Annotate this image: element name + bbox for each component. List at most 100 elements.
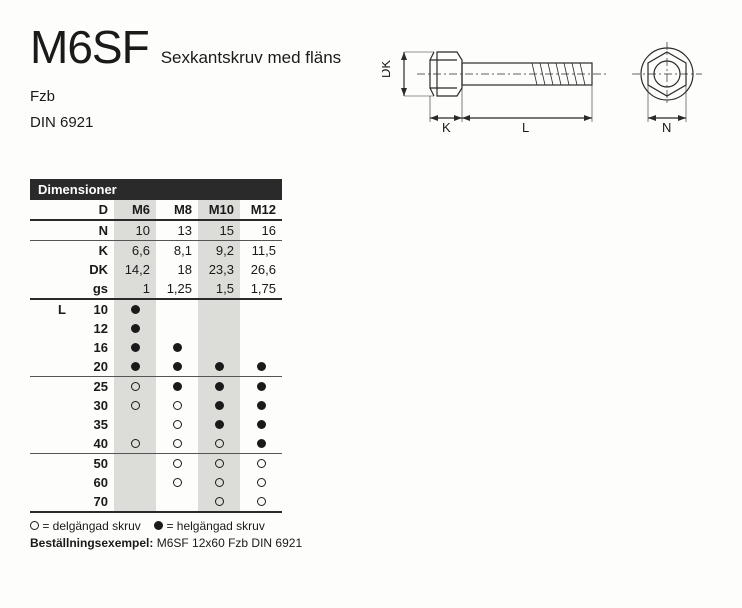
l-prefix — [30, 434, 72, 454]
legend: = delgängad skruv = helgängad skruv Best… — [30, 519, 712, 550]
availability-cell — [240, 415, 282, 434]
meta-standard: DIN 6921 — [30, 110, 341, 136]
l-prefix — [30, 396, 72, 415]
open-dot-icon — [173, 420, 182, 429]
open-dot-icon — [215, 478, 224, 487]
availability-cell — [156, 396, 198, 415]
example-value: M6SF 12x60 Fzb DIN 6921 — [157, 536, 302, 550]
availability-cell — [114, 473, 156, 492]
availability-cell — [240, 377, 282, 397]
filled-dot-icon — [215, 401, 224, 410]
availability-cell — [198, 338, 240, 357]
availability-cell — [114, 299, 156, 319]
param-value: 23,3 — [198, 260, 240, 279]
length-value: 20 — [72, 357, 114, 377]
availability-cell — [114, 357, 156, 377]
availability-cell — [240, 454, 282, 474]
open-dot-icon — [257, 497, 266, 506]
param-value: 26,6 — [240, 260, 282, 279]
l-prefix — [30, 357, 72, 377]
filled-dot-icon — [173, 362, 182, 371]
param-value: 15 — [198, 220, 240, 241]
length-value: 40 — [72, 434, 114, 454]
availability-cell — [198, 319, 240, 338]
availability-cell — [114, 319, 156, 338]
length-value: 30 — [72, 396, 114, 415]
filled-dot-icon — [131, 305, 140, 314]
availability-cell — [114, 492, 156, 512]
availability-cell — [198, 454, 240, 474]
availability-cell — [240, 473, 282, 492]
availability-cell — [198, 415, 240, 434]
length-value: 12 — [72, 319, 114, 338]
legend-open: = delgängad skruv — [42, 519, 140, 533]
availability-cell — [114, 434, 156, 454]
param-value: 10 — [114, 220, 156, 241]
availability-cell — [240, 338, 282, 357]
param-label: K — [72, 241, 114, 261]
l-prefix — [30, 454, 72, 474]
availability-cell — [198, 396, 240, 415]
length-value: 70 — [72, 492, 114, 512]
open-dot-icon — [257, 459, 266, 468]
l-prefix — [30, 319, 72, 338]
availability-cell — [156, 338, 198, 357]
availability-cell — [156, 377, 198, 397]
page-title: M6SF — [30, 20, 149, 74]
param-value: 1 — [114, 279, 156, 299]
length-value: 16 — [72, 338, 114, 357]
size-header: M8 — [156, 200, 198, 220]
param-value: 18 — [156, 260, 198, 279]
l-prefix — [30, 473, 72, 492]
availability-cell — [114, 377, 156, 397]
param-value: 1,75 — [240, 279, 282, 299]
availability-cell — [156, 434, 198, 454]
size-header: M6 — [114, 200, 156, 220]
param-label: gs — [72, 279, 114, 299]
availability-cell — [240, 357, 282, 377]
l-prefix — [30, 415, 72, 434]
availability-cell — [114, 396, 156, 415]
length-value: 10 — [72, 299, 114, 319]
availability-cell — [240, 299, 282, 319]
availability-cell — [156, 415, 198, 434]
dim-label-n: N — [662, 120, 671, 135]
param-value: 6,6 — [114, 241, 156, 261]
filled-dot-icon — [257, 439, 266, 448]
example-label: Beställningsexempel: — [30, 536, 153, 550]
filled-dot-icon — [215, 382, 224, 391]
param-value: 14,2 — [114, 260, 156, 279]
availability-cell — [156, 319, 198, 338]
open-dot-icon — [30, 521, 39, 530]
meta-finish: Fzb — [30, 84, 341, 110]
filled-dot-icon — [173, 382, 182, 391]
filled-dot-icon — [215, 420, 224, 429]
availability-cell — [240, 434, 282, 454]
l-prefix — [30, 492, 72, 512]
size-header: M10 — [198, 200, 240, 220]
filled-dot-icon — [257, 401, 266, 410]
availability-cell — [198, 473, 240, 492]
filled-dot-icon — [173, 343, 182, 352]
page-subtitle: Sexkantskruv med fläns — [161, 48, 341, 68]
l-prefix — [30, 377, 72, 397]
open-dot-icon — [215, 497, 224, 506]
dim-label-dk: DK — [382, 60, 393, 78]
param-label: DK — [72, 260, 114, 279]
availability-cell — [198, 434, 240, 454]
dim-label-l: L — [522, 120, 529, 135]
availability-cell — [198, 377, 240, 397]
availability-cell — [198, 299, 240, 319]
filled-dot-icon — [131, 362, 140, 371]
param-value: 1,25 — [156, 279, 198, 299]
technical-diagram: DK K L N — [382, 30, 712, 155]
open-dot-icon — [131, 439, 140, 448]
filled-dot-icon — [257, 420, 266, 429]
param-label: N — [72, 220, 114, 241]
availability-cell — [156, 492, 198, 512]
length-value: 50 — [72, 454, 114, 474]
availability-cell — [240, 492, 282, 512]
param-value: 13 — [156, 220, 198, 241]
open-dot-icon — [131, 401, 140, 410]
availability-cell — [156, 357, 198, 377]
